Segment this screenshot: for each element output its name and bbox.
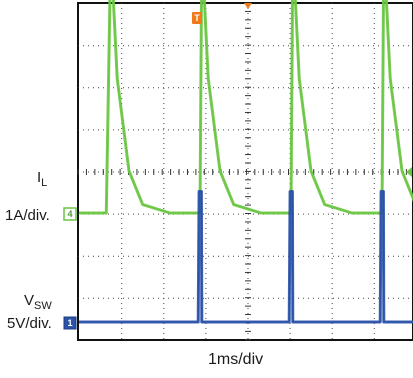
ch1-marker-label: 1 — [67, 318, 72, 328]
ch1-marker — [63, 316, 77, 330]
vsw-label-main: V — [24, 292, 35, 309]
il-scale-label: 1A/div. — [5, 207, 50, 224]
il-label-sub: L — [41, 177, 48, 189]
series-line-core-1 — [79, 190, 413, 323]
trigger-position-marker — [244, 3, 252, 9]
ch4-marker — [63, 207, 77, 221]
traces — [79, 0, 413, 324]
il-label: IL — [37, 169, 47, 189]
vsw-scale-label: 5V/div. — [7, 315, 52, 332]
trigger-marker-label: T — [194, 13, 200, 23]
ch4-level-marker — [406, 167, 412, 177]
vsw-label-sub: SW — [34, 300, 52, 312]
ch4-marker-label: 4 — [67, 209, 72, 219]
il-label-main: I — [37, 169, 42, 186]
vsw-label: VSW — [24, 292, 52, 312]
trigger-marker — [192, 12, 202, 24]
x-axis-label: 1ms/div — [208, 351, 264, 368]
markers — [63, 3, 412, 330]
